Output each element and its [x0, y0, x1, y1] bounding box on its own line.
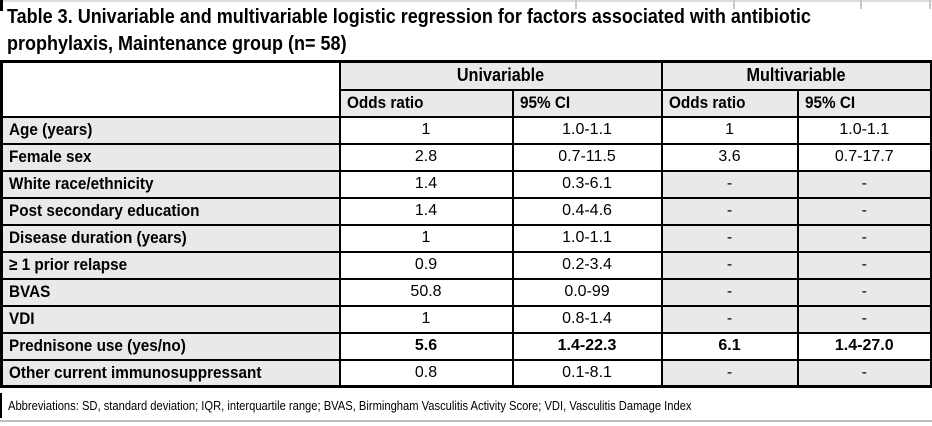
uni-ci-cell: 0.8-1.4: [511, 304, 663, 334]
uni-odds-ratio-cell: 1.4: [338, 196, 514, 226]
uni-odds-ratio-cell: 1: [338, 304, 514, 334]
grid-remnant-tick: [0, 0, 3, 11]
uni-ci-cell: 0.3-6.1: [511, 169, 663, 199]
uni-odds-ratio-cell: 1: [338, 223, 514, 253]
uni-ci-cell: 0.0-99: [511, 277, 663, 307]
uni-ci-header: 95% CI: [511, 88, 663, 118]
row-label: ≥ 1 prior relapse: [0, 250, 341, 280]
multi-ci-cell: -: [796, 358, 932, 388]
grid-remnant-tick: [733, 0, 735, 9]
multi-ci-cell: -: [796, 250, 932, 280]
multi-ci-cell: -: [796, 223, 932, 253]
grid-remnant-tick: [929, 0, 931, 9]
uni-odds-ratio-cell: 2.8: [338, 142, 514, 172]
uni-odds-ratio-cell: 0.8: [338, 358, 514, 388]
uni-odds-ratio-header: Odds ratio: [338, 88, 514, 118]
row-label: Post secondary education: [0, 196, 341, 226]
table-row: BVAS 50.8 0.0-99 - -: [0, 277, 932, 307]
table-title: Table 3. Univariable and multivariable l…: [7, 4, 900, 58]
multi-ci-header: 95% CI: [796, 88, 932, 118]
table-row: VDI 1 0.8-1.4 - -: [0, 304, 932, 334]
multi-ci-cell: -: [796, 304, 932, 334]
row-label: Prednisone use (yes/no): [0, 331, 341, 361]
multi-odds-ratio-cell: -: [660, 196, 799, 226]
uni-ci-cell: 0.2-3.4: [511, 250, 663, 280]
row-label: White race/ethnicity: [0, 169, 341, 199]
table-row: Post secondary education 1.4 0.4-4.6 - -: [0, 196, 932, 226]
multi-odds-ratio-cell: -: [660, 304, 799, 334]
table-row: Other current immunosuppressant 0.8 0.1-…: [0, 358, 932, 388]
multi-ci-cell: 1.0-1.1: [796, 115, 932, 145]
regression-table: Univariable Multivariable Odds ratio 95%…: [0, 60, 932, 388]
row-label: Disease duration (years): [0, 223, 341, 253]
table-row: Age (years) 1 1.0-1.1 1 1.0-1.1: [0, 115, 932, 145]
table-title-line2: prophylaxis, Maintenance group (n= 58): [7, 33, 347, 55]
table-row: White race/ethnicity 1.4 0.3-6.1 - -: [0, 169, 932, 199]
uni-odds-ratio-cell: 1: [338, 115, 514, 145]
multi-odds-ratio-cell: -: [660, 223, 799, 253]
corner-cell: [0, 60, 341, 118]
header-column-row: Odds ratio 95% CI Odds ratio 95% CI: [2, 88, 932, 118]
grid-remnant-top-line: [0, 0, 932, 2]
univariable-group-header: Univariable: [338, 60, 663, 91]
multi-ci-cell: -: [796, 196, 932, 226]
grid-remnant-bottom-line: [0, 420, 932, 422]
header-group-row: Univariable Multivariable: [0, 60, 932, 118]
uni-ci-cell: 1.0-1.1: [511, 223, 663, 253]
multivariable-group-header: Multivariable: [660, 60, 932, 91]
table-title-line1: Table 3. Univariable and multivariable l…: [7, 6, 811, 28]
uni-ci-cell: 0.1-8.1: [511, 358, 663, 388]
multi-odds-ratio-cell: 3.6: [660, 142, 799, 172]
multi-odds-ratio-cell: -: [660, 277, 799, 307]
uni-ci-cell: 0.7-11.5: [511, 142, 663, 172]
multi-odds-ratio-cell: -: [660, 169, 799, 199]
multi-ci-cell: 1.4-27.0: [796, 331, 932, 361]
table-row: Disease duration (years) 1 1.0-1.1 - -: [0, 223, 932, 253]
uni-odds-ratio-cell: 50.8: [338, 277, 514, 307]
row-label: Other current immunosuppressant: [0, 358, 341, 388]
uni-ci-cell: 1.0-1.1: [511, 115, 663, 145]
uni-ci-cell: 1.4-22.3: [511, 331, 663, 361]
table-row: ≥ 1 prior relapse 0.9 0.2-3.4 - -: [0, 250, 932, 280]
uni-odds-ratio-cell: 1.4: [338, 169, 514, 199]
grid-remnant-tick: [860, 0, 862, 9]
table-row: Female sex 2.8 0.7-11.5 3.6 0.7-17.7: [0, 142, 932, 172]
multi-odds-ratio-header: Odds ratio: [660, 88, 799, 118]
row-label: Age (years): [0, 115, 341, 145]
uni-odds-ratio-cell: 5.6: [338, 331, 514, 361]
multi-odds-ratio-cell: 6.1: [660, 331, 799, 361]
row-label: BVAS: [0, 277, 341, 307]
multi-odds-ratio-cell: 1: [660, 115, 799, 145]
row-label: Female sex: [0, 142, 341, 172]
uni-ci-cell: 0.4-4.6: [511, 196, 663, 226]
multi-odds-ratio-cell: -: [660, 358, 799, 388]
uni-odds-ratio-cell: 0.9: [338, 250, 514, 280]
multi-odds-ratio-cell: -: [660, 250, 799, 280]
abbreviations-footnote: Abbreviations: SD, standard deviation; I…: [0, 393, 932, 418]
multi-ci-cell: -: [796, 169, 932, 199]
table-row: Prednisone use (yes/no) 5.6 1.4-22.3 6.1…: [0, 331, 932, 361]
multi-ci-cell: 0.7-17.7: [796, 142, 932, 172]
multi-ci-cell: -: [796, 277, 932, 307]
row-label: VDI: [0, 304, 341, 334]
grid-remnant-tick: [575, 0, 577, 9]
